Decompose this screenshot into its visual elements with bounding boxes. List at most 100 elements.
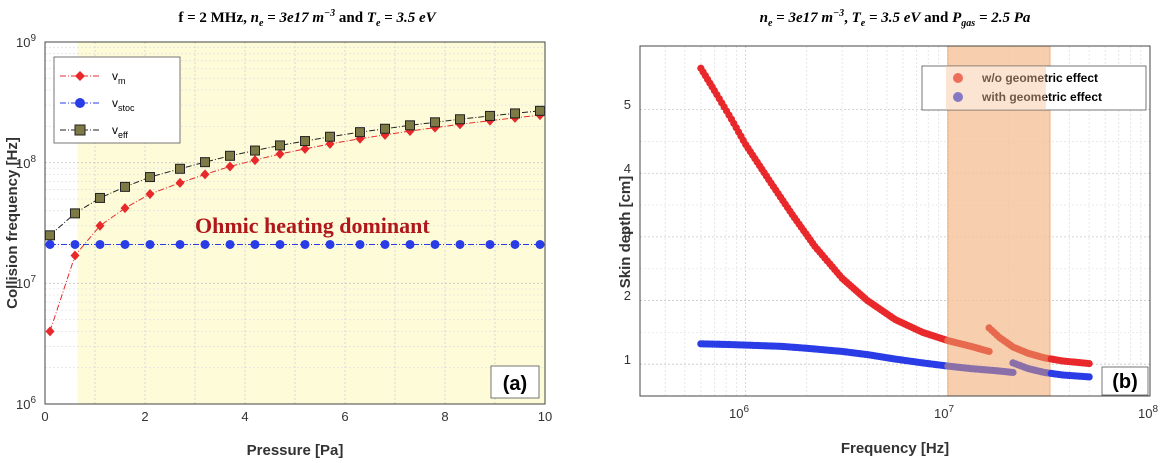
data-point-stoc	[200, 239, 210, 249]
legend-label: vm	[112, 69, 126, 86]
data-point-stoc	[455, 239, 465, 249]
data-point-m	[225, 161, 235, 172]
panel-a-title: f = 2 MHz, ne = 3e17 m−3 and Te = 3.5 eV	[178, 8, 437, 29]
data-point-stoc	[145, 239, 155, 249]
legend-entry-nu-m: vm	[60, 69, 126, 86]
x-tick-label: 106	[729, 404, 749, 421]
data-point-eff	[70, 208, 80, 219]
data-point-eff	[95, 192, 105, 203]
panel-a-label: (a)	[503, 373, 527, 395]
panel-b-frame	[639, 45, 1151, 397]
panel-a-x-ticks: 0 2 4 6 8 10	[41, 409, 552, 424]
data-point-eff	[120, 181, 130, 192]
panel-b-x-axis-label: Frequency [Hz]	[841, 440, 949, 457]
data-point-eff	[225, 150, 235, 161]
data-point-stoc	[325, 239, 335, 249]
data-point-stoc	[355, 239, 365, 249]
panel-a-legend: vm vstoc veff	[53, 56, 181, 144]
data-point-eff	[535, 105, 545, 116]
legend-marker	[74, 124, 86, 136]
legend-marker	[953, 92, 963, 102]
y-tick-label: 3	[624, 225, 631, 240]
data-point-eff	[145, 172, 155, 183]
data-point-stoc	[300, 239, 310, 249]
panel-a-series	[45, 105, 545, 337]
data-point-stoc	[225, 239, 235, 249]
data-point-m	[250, 155, 260, 166]
data-point-eff	[485, 110, 495, 121]
panel-b-label-box: (b)	[1101, 366, 1149, 396]
panel-b-legend: w/o geometric effect with geometric effe…	[921, 65, 1147, 111]
legend-highlight-overlap	[946, 66, 1046, 110]
x-tick-label: 4	[241, 409, 248, 424]
data-point-stoc	[430, 239, 440, 249]
data-point-m	[70, 250, 80, 261]
data-point-stoc	[70, 239, 80, 249]
data-point-eff	[325, 131, 335, 142]
data-point-m	[145, 188, 155, 199]
y-tick-label: 4	[624, 161, 631, 176]
panel-b-y-ticks: 1 2 3 4 5	[624, 97, 631, 367]
data-point-m	[300, 143, 310, 154]
panel-b-series	[697, 64, 1093, 381]
panel-b: ne = 3e17 m−3, Te = 3.5 eV and Pgas = 2.…	[617, 8, 1158, 457]
legend-entry-without-geometric: w/o geometric effect	[953, 71, 1098, 85]
y-tick-label: 2	[624, 288, 631, 303]
panel-b-label: (b)	[1112, 371, 1138, 393]
data-point-eff	[45, 230, 55, 241]
legend-marker	[75, 71, 85, 81]
x-tick-label: 6	[341, 409, 348, 424]
data-point-without-geometric	[1085, 359, 1093, 368]
y-tick-label: 106	[16, 395, 36, 412]
legend-label: veff	[112, 123, 128, 140]
legend-marker	[953, 73, 963, 83]
data-point-without-geometric	[985, 347, 993, 356]
legend-entry-with-geometric: with geometric effect	[953, 90, 1102, 104]
panel-a-annotation: Ohmic heating dominant	[195, 213, 430, 238]
data-point-stoc	[510, 239, 520, 249]
data-point-stoc	[45, 239, 55, 249]
data-point-m	[200, 169, 210, 180]
data-point-m	[175, 177, 185, 188]
y-tick-label: 5	[624, 97, 631, 112]
legend-label: w/o geometric effect	[981, 71, 1098, 85]
x-tick-label: 10	[538, 409, 552, 424]
data-point-eff	[405, 120, 415, 131]
panel-b-x-ticks: 106 107 108	[729, 404, 1158, 421]
data-point-stoc	[250, 239, 260, 249]
data-point-eff	[200, 157, 210, 168]
panel-a: f = 2 MHz, ne = 3e17 m−3 and Te = 3.5 eV…	[4, 8, 552, 459]
data-point-m	[275, 148, 285, 159]
data-point-eff	[175, 163, 185, 174]
panel-a-y-ticks: 106 107 108 109	[16, 33, 36, 412]
panel-a-frame	[44, 41, 546, 405]
data-point-m	[45, 326, 55, 337]
data-point-stoc	[275, 239, 285, 249]
x-tick-label: 108	[1138, 404, 1158, 421]
data-point-eff	[275, 140, 285, 151]
series-line-m	[49, 114, 541, 332]
data-point-m	[95, 220, 105, 231]
panel-a-y-axis-label: Collision frequency [Hz]	[4, 137, 21, 309]
y-tick-label: 1	[624, 352, 631, 367]
legend-entry-nu-eff: veff	[60, 123, 128, 140]
data-point-stoc	[405, 239, 415, 249]
data-point-eff	[430, 117, 440, 128]
data-point-eff	[300, 136, 310, 147]
data-point-stoc	[95, 239, 105, 249]
panel-b-title: ne = 3e17 m−3, Te = 3.5 eV and Pgas = 2.…	[760, 8, 1031, 29]
panel-a-x-axis-label: Pressure [Pa]	[247, 442, 344, 459]
data-point-stoc	[175, 239, 185, 249]
data-point-with-geometric	[1009, 368, 1017, 377]
panel-b-y-axis-label: Skin depth [cm]	[617, 176, 634, 289]
data-point-eff	[380, 123, 390, 134]
data-point-stoc	[535, 239, 545, 249]
y-tick-label: 109	[16, 33, 36, 50]
data-point-eff	[250, 145, 260, 156]
x-tick-label: 107	[934, 404, 954, 421]
y-tick-label: 108	[16, 154, 36, 171]
data-point-stoc	[120, 239, 130, 249]
data-point-m	[120, 203, 130, 214]
data-point-eff	[510, 108, 520, 119]
